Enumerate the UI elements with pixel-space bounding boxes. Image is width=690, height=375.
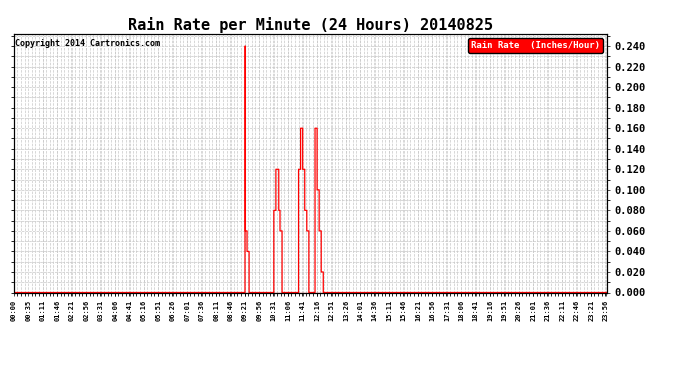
Legend: Rain Rate  (Inches/Hour): Rain Rate (Inches/Hour) — [469, 38, 602, 53]
Text: Copyright 2014 Cartronics.com: Copyright 2014 Cartronics.com — [15, 39, 160, 48]
Title: Rain Rate per Minute (24 Hours) 20140825: Rain Rate per Minute (24 Hours) 20140825 — [128, 16, 493, 33]
